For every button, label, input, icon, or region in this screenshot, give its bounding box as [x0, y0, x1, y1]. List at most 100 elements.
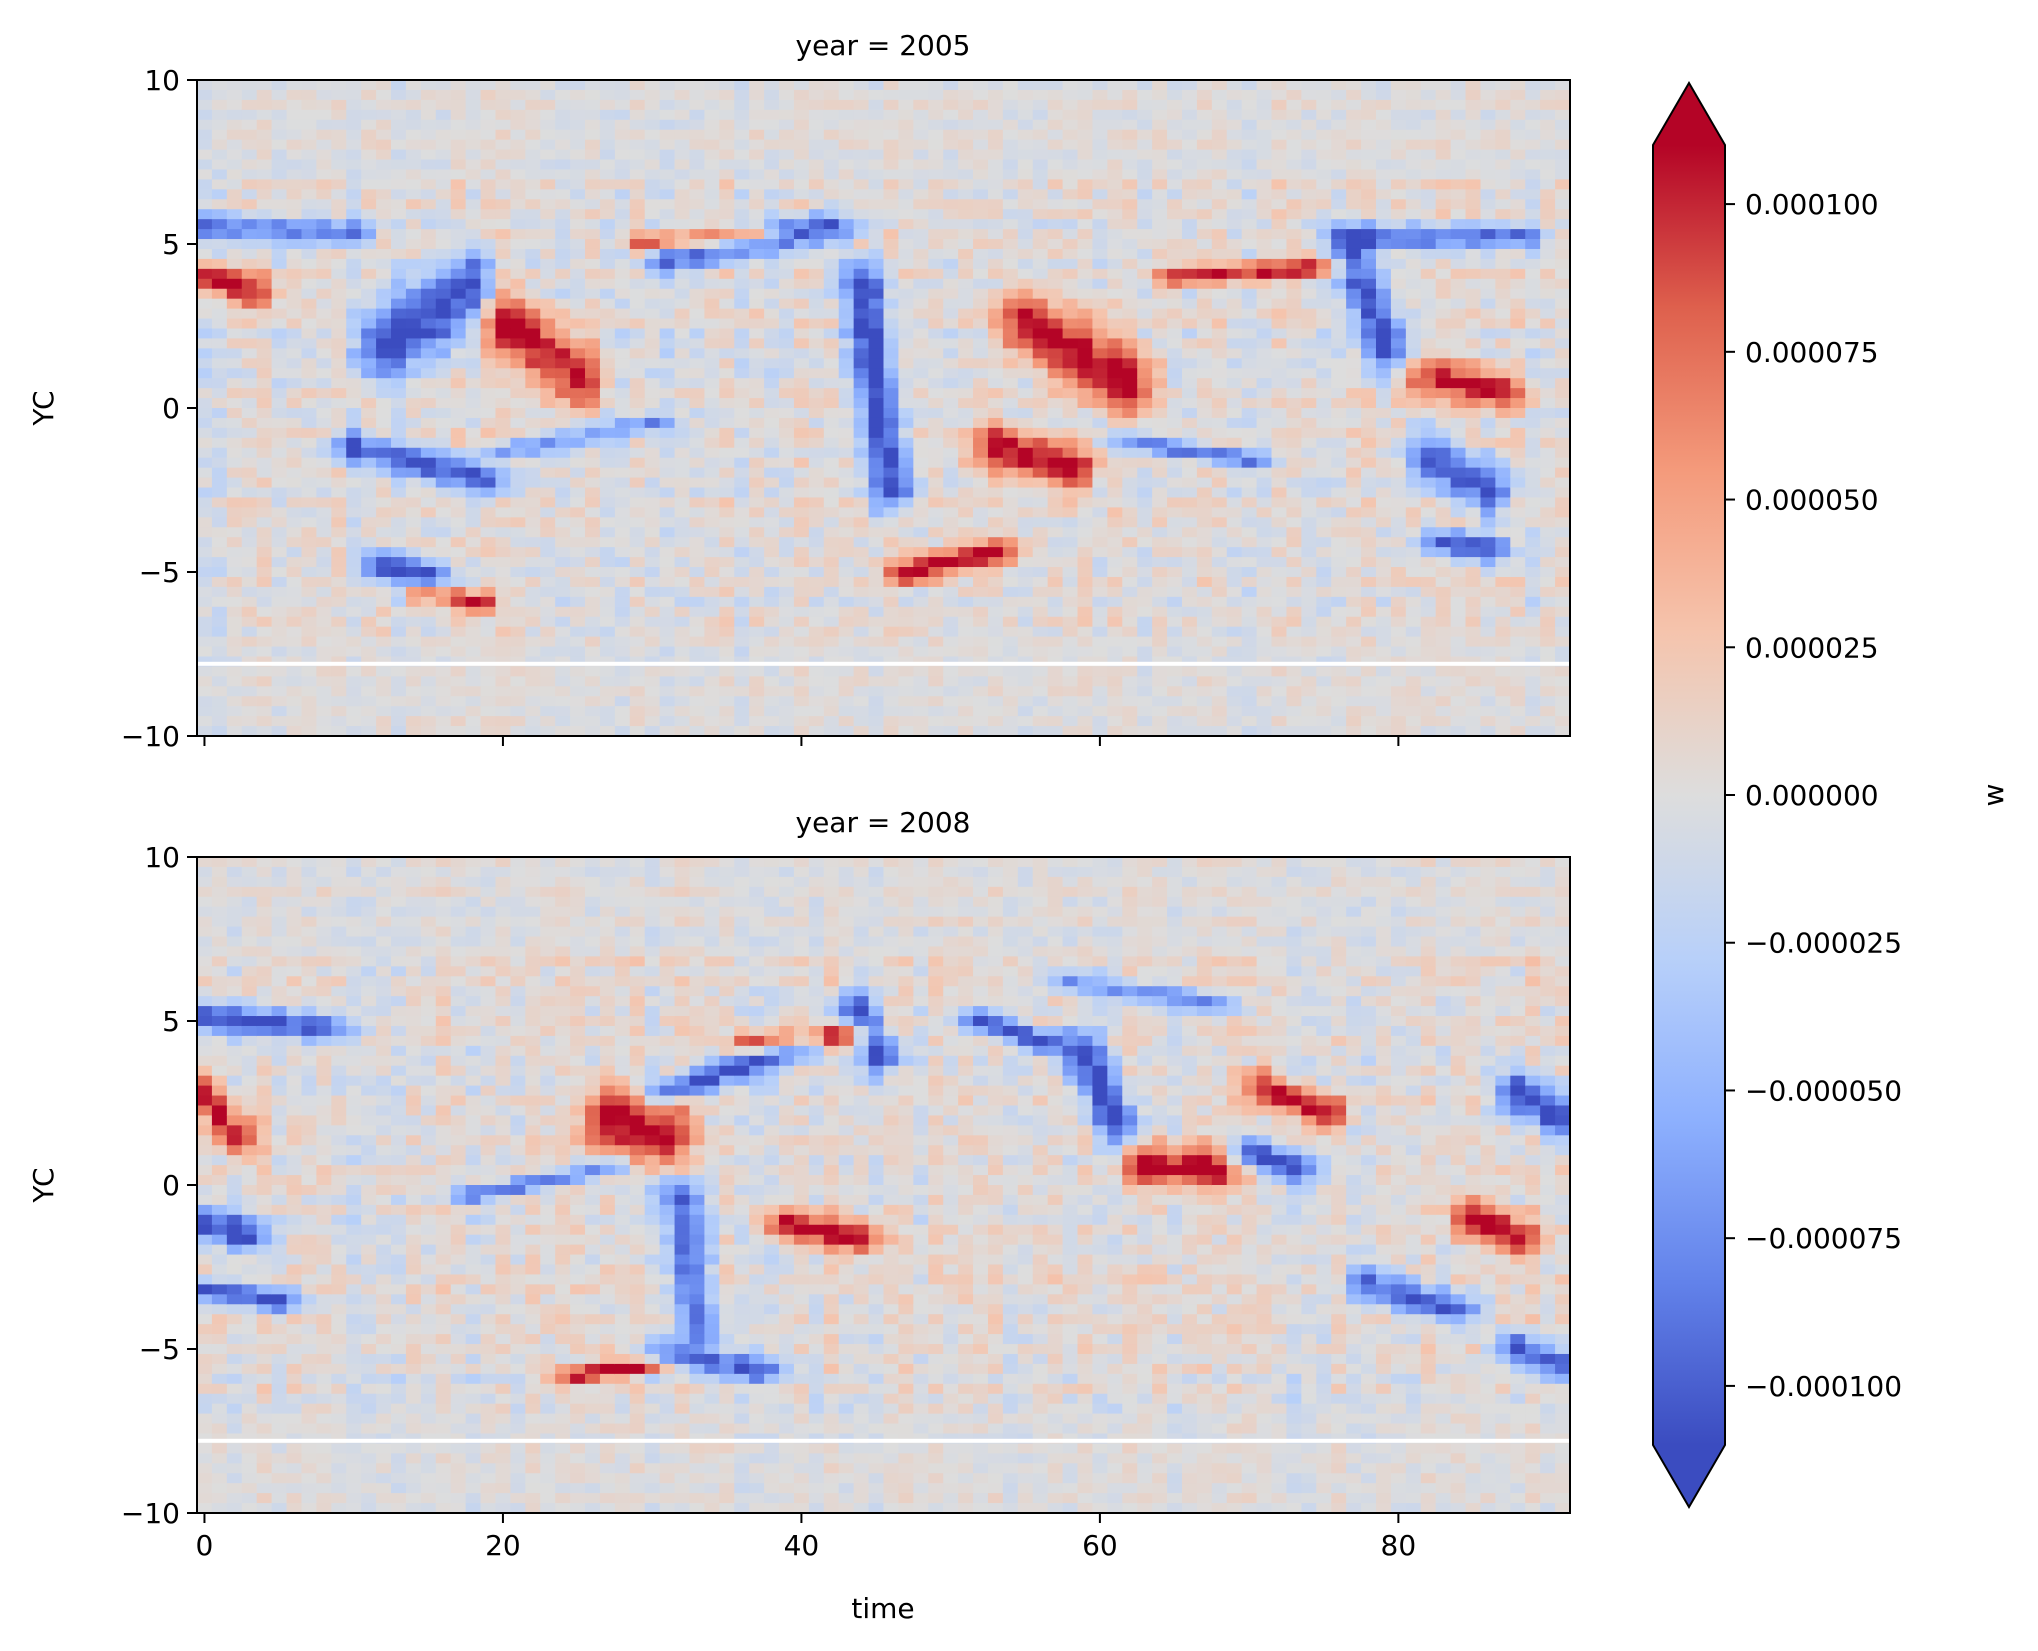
heatmap-cell — [1256, 149, 1273, 161]
heatmap-cell — [599, 169, 616, 180]
heatmap-cell — [853, 686, 870, 697]
heatmap-cell — [614, 348, 631, 359]
heatmap-cell — [1256, 199, 1273, 210]
heatmap-cell — [913, 706, 929, 717]
heatmap-cell — [868, 626, 885, 638]
heatmap-cell — [1152, 80, 1168, 91]
heatmap-cell — [525, 487, 541, 499]
heatmap-cell — [361, 557, 377, 568]
heatmap-cell — [1047, 328, 1064, 340]
heatmap-cell — [779, 616, 795, 628]
heatmap-cell — [749, 80, 765, 91]
heatmap-cell — [391, 318, 407, 330]
heatmap-cell — [883, 646, 900, 658]
heatmap-cell — [1286, 616, 1302, 628]
heatmap-cell — [450, 348, 467, 359]
heatmap-cell — [331, 586, 347, 598]
heatmap-cell — [540, 378, 556, 389]
heatmap-cell — [1226, 427, 1243, 439]
heatmap-cell — [1077, 606, 1094, 618]
heatmap-cell — [495, 368, 511, 379]
heatmap-cell — [361, 328, 377, 340]
heatmap-cell — [1017, 298, 1034, 310]
heatmap-cell — [346, 388, 362, 399]
heatmap-cell — [585, 716, 601, 727]
heatmap-cell — [435, 338, 452, 349]
heatmap-cell — [361, 427, 377, 439]
heatmap-cell — [719, 159, 735, 171]
heatmap-cell — [1047, 229, 1064, 240]
heatmap-cell — [1316, 447, 1332, 459]
heatmap-cell — [450, 328, 467, 340]
heatmap-cell — [465, 487, 482, 499]
heatmap-cell — [465, 159, 482, 171]
heatmap-cell — [1181, 646, 1198, 658]
heatmap-cell — [1002, 437, 1019, 449]
heatmap-cell — [480, 308, 497, 320]
heatmap-cell — [1167, 626, 1183, 638]
heatmap-cell — [719, 487, 735, 499]
heatmap-cell — [1181, 576, 1198, 588]
heatmap-cell — [599, 258, 616, 270]
heatmap-cell — [1301, 189, 1317, 200]
heatmap-cell — [793, 179, 810, 190]
heatmap-cell — [1152, 437, 1168, 449]
heatmap-cell — [420, 239, 437, 250]
heatmap-cell — [1032, 686, 1049, 697]
heatmap-cell — [614, 169, 631, 180]
heatmap-cell — [1122, 268, 1138, 280]
heatmap-cell — [764, 656, 780, 668]
heatmap-cell — [450, 368, 467, 379]
heatmap-cell — [749, 716, 765, 727]
heatmap-cell — [495, 676, 511, 687]
heatmap-cell — [853, 457, 870, 469]
heatmap-cell — [525, 606, 541, 618]
heatmap-cell — [689, 328, 706, 340]
heatmap-cell — [435, 656, 452, 668]
heatmap-cell — [510, 358, 526, 369]
heatmap-cell — [779, 149, 795, 161]
heatmap-cell — [1107, 656, 1123, 668]
heatmap-cell — [1181, 348, 1198, 359]
heatmap-cell — [749, 408, 765, 419]
heatmap-cell — [719, 189, 735, 200]
heatmap-cell — [1092, 318, 1108, 330]
heatmap-cell — [599, 716, 616, 727]
heatmap-cell — [689, 497, 706, 508]
heatmap-cell — [405, 467, 422, 479]
heatmap-cell — [1077, 398, 1094, 409]
heatmap-cell — [301, 388, 317, 399]
heatmap-cell — [1301, 437, 1317, 449]
heatmap-cell — [1167, 338, 1183, 349]
heatmap-cell — [913, 696, 929, 707]
heatmap-cell — [271, 199, 288, 210]
heatmap-cell — [1017, 507, 1034, 518]
heatmap-cell — [1286, 288, 1302, 300]
heatmap-cell — [1271, 109, 1288, 121]
heatmap-cell — [1286, 606, 1302, 618]
heatmap-cell — [271, 298, 288, 310]
heatmap-cell — [1137, 219, 1153, 230]
heatmap-cell — [853, 219, 870, 230]
heatmap-cell — [704, 119, 720, 131]
heatmap-cell — [958, 408, 974, 419]
heatmap-cell — [764, 159, 780, 171]
heatmap-cell — [1181, 338, 1198, 349]
heatmap-cell — [211, 189, 228, 200]
heatmap-cell — [435, 547, 452, 558]
heatmap-cell — [331, 507, 347, 518]
heatmap-cell — [599, 706, 616, 717]
heatmap-cell — [838, 80, 855, 91]
heatmap-cell — [913, 626, 929, 638]
heatmap-cell — [405, 338, 422, 349]
heatmap-cell — [1017, 467, 1034, 479]
heatmap-cell — [391, 537, 407, 548]
heatmap-cell — [525, 248, 541, 260]
heatmap-cell — [271, 477, 288, 489]
heatmap-cell — [450, 487, 467, 499]
heatmap-cell — [1092, 80, 1108, 91]
heatmap-cell — [256, 676, 273, 687]
heatmap-cell — [1211, 646, 1228, 658]
heatmap-cell — [943, 338, 959, 349]
heatmap-cell — [1271, 179, 1288, 190]
